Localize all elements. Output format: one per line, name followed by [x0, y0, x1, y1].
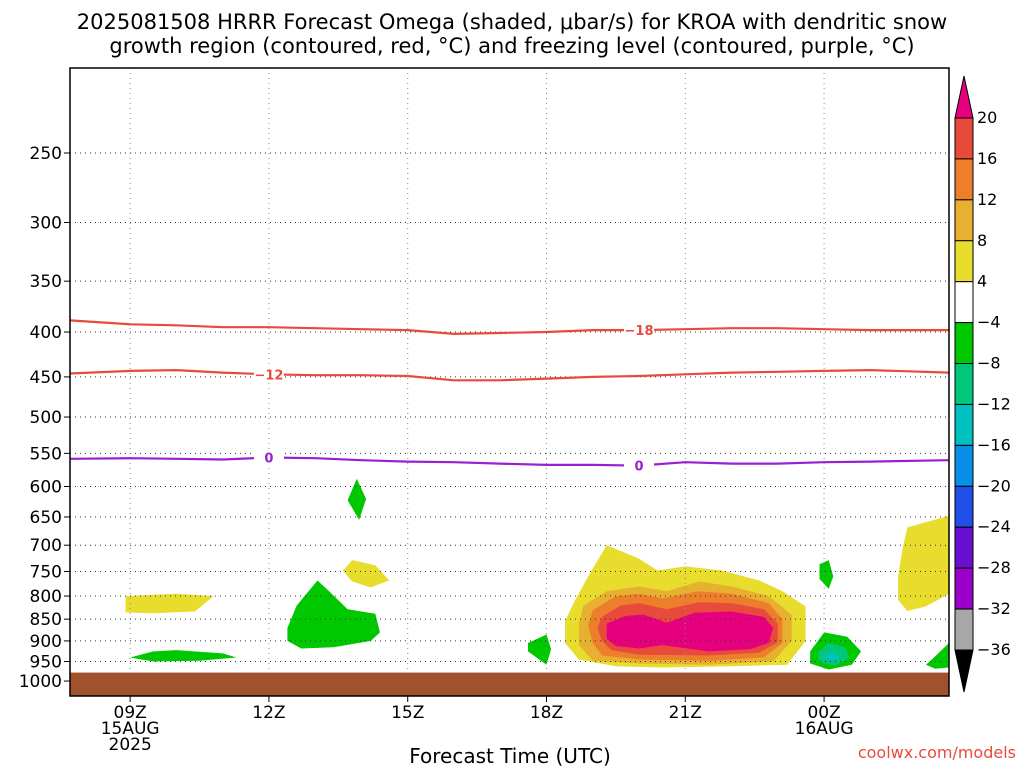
- omega-region-7: [606, 611, 774, 652]
- colorbar-box-5: [954, 322, 974, 365]
- omega-region-1: [343, 560, 390, 588]
- colorbar-label-3: 8: [977, 231, 987, 250]
- omega-region-3: [898, 515, 949, 611]
- contour-label-bg-1-0: [253, 366, 284, 383]
- colorbar-box-4: [954, 281, 974, 324]
- colorbar-label-1: 16: [977, 149, 997, 168]
- colorbar-label-9: −20: [977, 476, 1011, 495]
- colorbar-label-11: −28: [977, 558, 1011, 577]
- y-tick-label-500: 500: [30, 408, 62, 428]
- colorbar-label-8: −16: [977, 435, 1011, 454]
- chart-title-line-1: 2025081508 HRRR Forecast Omega (shaded, …: [77, 10, 947, 34]
- colorbar-box-10: [954, 526, 974, 569]
- colorbar-label-4: 4: [977, 272, 987, 291]
- contour-label-2-0: 0: [264, 451, 273, 466]
- pressure-axis: 2503003504004505005506006507007508008509…: [19, 144, 70, 692]
- x-axis-title: Forecast Time (UTC): [409, 744, 611, 768]
- x-tick-label-21-0: 21Z: [669, 703, 702, 723]
- y-tick-label-700: 700: [30, 536, 62, 556]
- x-tick-label-9-0: 09Z: [114, 703, 147, 723]
- contour-label-bg-2-1: [624, 457, 655, 474]
- omega-region-10: [130, 650, 237, 662]
- x-tick-label-9-2: 2025: [109, 735, 152, 755]
- y-tick-label-750: 750: [30, 562, 62, 582]
- y-tick-label-600: 600: [30, 477, 62, 497]
- y-tick-label-400: 400: [30, 323, 62, 343]
- colorbar-label-5: −4: [977, 313, 1001, 332]
- contour-line-2: [70, 456, 949, 467]
- y-tick-label-850: 850: [30, 610, 62, 630]
- contour-line-1: [70, 368, 949, 382]
- contour-label-bg-2-0: [253, 449, 284, 466]
- colorbar-box-7: [954, 403, 974, 446]
- colorbar-box-12: [954, 608, 974, 651]
- colorbar-box-3: [954, 240, 974, 283]
- omega-colorbar: 20 16 12 8 4 −4 −8 −12 −16 −20 −24 −28 −32 −36: [954, 75, 1011, 693]
- x-tick-label-24-1: 16AUG: [795, 719, 854, 739]
- colorbar-label-2: 12: [977, 190, 997, 209]
- x-tick-label-9-1: 15AUG: [101, 719, 160, 739]
- colorbar-arrow-bottom: [954, 649, 974, 693]
- contour-label-0-0: −18: [625, 324, 654, 339]
- plot-area: −18 −12 0 0: [70, 68, 949, 696]
- colorbar-arrow-top: [954, 75, 974, 119]
- contour-label-2-1: 0: [635, 460, 644, 475]
- y-tick-label-550: 550: [30, 444, 62, 464]
- x-tick-label-24-0: 00Z: [807, 703, 840, 723]
- colorbar-label-6: −8: [977, 354, 1001, 373]
- colorbar-box-0: [954, 117, 974, 160]
- credit-text: coolwx.com/models: [858, 743, 1016, 762]
- y-tick-label-1000: 1000: [19, 672, 62, 692]
- colorbar-label-13: −36: [977, 640, 1011, 659]
- x-tick-label-12-0: 12Z: [252, 703, 285, 723]
- colorbar-box-2: [954, 199, 974, 242]
- y-tick-label-450: 450: [30, 368, 62, 388]
- contour-line-0: [70, 319, 949, 336]
- omega-region-16: [925, 643, 949, 669]
- plot-frame: [69, 67, 950, 697]
- y-tick-label-650: 650: [30, 508, 62, 528]
- omega-region-15: [824, 652, 841, 662]
- colorbar-box-11: [954, 567, 974, 610]
- omega-region-0: [125, 593, 214, 614]
- ground-below-surface: [70, 672, 949, 696]
- y-tick-label-900: 900: [30, 632, 62, 652]
- y-tick-label-950: 950: [30, 653, 62, 673]
- colorbar-label-7: −12: [977, 394, 1011, 413]
- colorbar-box-6: [954, 363, 974, 405]
- omega-region-11: [528, 634, 552, 665]
- y-tick-label-300: 300: [30, 213, 62, 233]
- contour-label-bg-0-0: [624, 322, 655, 339]
- omega-region-12: [819, 560, 834, 589]
- colorbar-label-10: −24: [977, 517, 1011, 536]
- y-tick-label-250: 250: [30, 144, 62, 164]
- x-tick-label-18-0: 18Z: [530, 703, 563, 723]
- colorbar-box-9: [954, 485, 974, 528]
- y-tick-label-350: 350: [30, 272, 62, 292]
- omega-region-9: [287, 580, 380, 649]
- colorbar-box-1: [954, 158, 974, 201]
- colorbar-box-8: [954, 444, 974, 487]
- colorbar-label-0: 20: [977, 108, 997, 127]
- x-tick-label-15-0: 15Z: [391, 703, 424, 723]
- colorbar-label-12: −32: [977, 599, 1011, 618]
- y-tick-label-800: 800: [30, 587, 62, 607]
- temperature-contours: −18 −12 0 0: [70, 319, 949, 475]
- chart-title-line-2: growth region (contoured, red, °C) and f…: [109, 34, 914, 58]
- contour-label-1-0: −12: [254, 368, 283, 383]
- omega-region-8: [347, 478, 367, 520]
